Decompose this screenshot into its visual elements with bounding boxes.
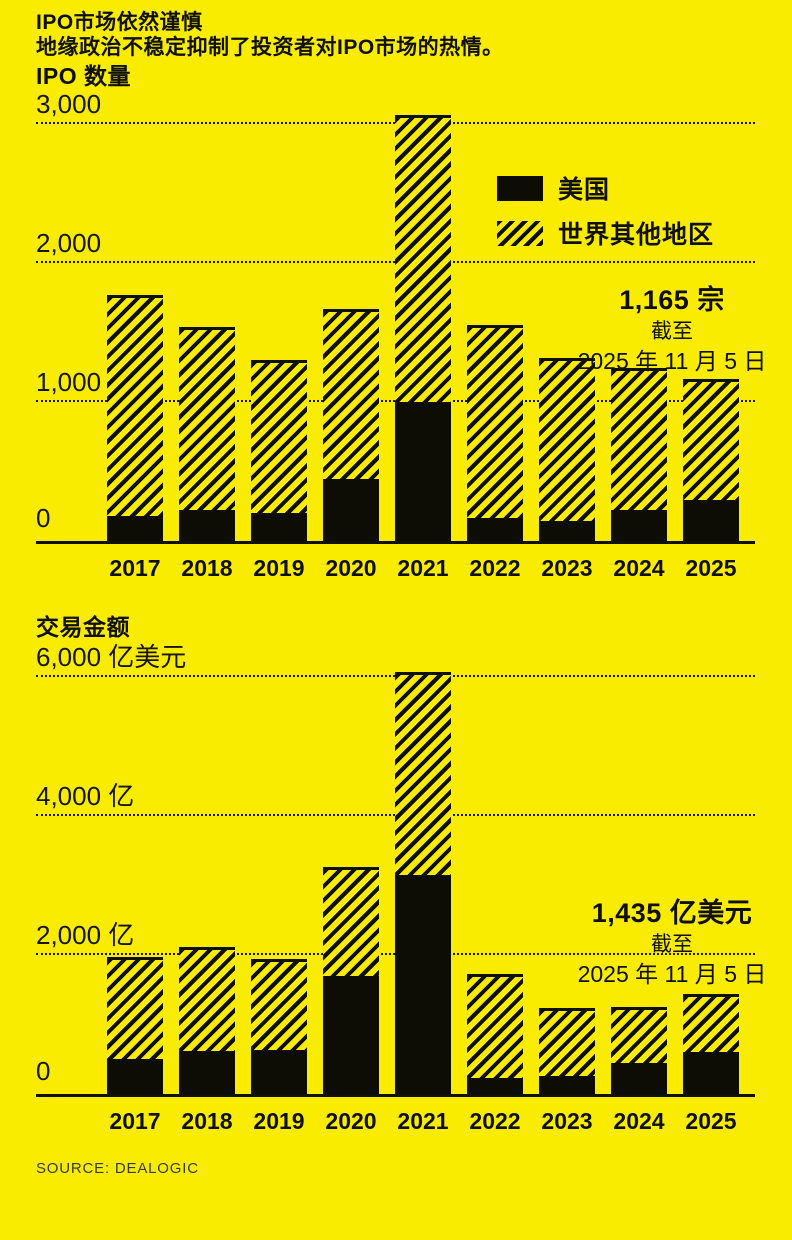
x-tick-label-2019: 2019 [253, 555, 305, 581]
bar-rest-of-world-2025 [683, 994, 739, 1052]
x-tick-label-2024: 2024 [613, 555, 665, 581]
y-tick-label: 2,000 亿 [36, 920, 135, 950]
bar-us-2018 [179, 510, 235, 541]
bar-rest-of-world-2017 [107, 295, 163, 516]
chart2-annotation-value: 1,435 亿美元 [591, 898, 753, 928]
legend-label-rest-of-world: 世界其他地区 [558, 221, 715, 249]
us-solid-swatch-icon [497, 175, 543, 201]
bar-us-2018 [179, 1051, 235, 1094]
bar-us-2024 [611, 510, 667, 541]
x-tick-label-2021: 2021 [397, 1108, 449, 1134]
x-tick-label-2018: 2018 [181, 1108, 233, 1134]
chart2-latest-value-annotation: 1,435 亿美元 截至 2025 年 11 月 5 日 [548, 896, 792, 989]
x-tick-label-2018: 2018 [181, 555, 233, 581]
x-tick-label-2022: 2022 [469, 1108, 521, 1134]
bar-us-2025 [683, 500, 739, 541]
x-tick-label-2023: 2023 [541, 555, 593, 581]
page-title: IPO市场依然谨慎 [36, 11, 203, 34]
y-tick-label: 0 [36, 503, 51, 533]
bar-us-2017 [107, 1059, 163, 1094]
y-tick-label: 0 [36, 1056, 51, 1086]
bar-rest-of-world-2019 [251, 959, 307, 1050]
bar-rest-of-world-2020 [323, 867, 379, 976]
bar-rest-of-world-2023 [539, 1008, 595, 1076]
bar-rest-of-world-2023 [539, 358, 595, 521]
legend-item-rest-of-world: 世界其他地区 [497, 215, 714, 251]
chart2-annotation-asof: 截至 [651, 933, 693, 956]
bar-us-2021 [395, 875, 451, 1094]
x-tick-label-2017: 2017 [109, 1108, 161, 1134]
bar-us-2022 [467, 1078, 523, 1094]
bar-us-2021 [395, 402, 451, 541]
bar-rest-of-world-2018 [179, 947, 235, 1051]
bar-rest-of-world-2018 [179, 327, 235, 510]
x-tick-label-2024: 2024 [613, 1108, 665, 1134]
ipo-count-chart-plot: 0 1,000 2,000 3,000 2017 2018 2019 2020 2021 2022… [36, 91, 755, 581]
bar-us-2020 [323, 976, 379, 1094]
x-tick-label-2023: 2023 [541, 1108, 593, 1134]
x-tick-label-2019: 2019 [253, 1108, 305, 1134]
rest-of-world-hatch-swatch-icon [497, 220, 543, 246]
bar-rest-of-world-2024 [611, 1007, 667, 1063]
bar-rest-of-world-2025 [683, 379, 739, 500]
chart-legend: 美国 世界其他地区 [497, 170, 714, 251]
bar-us-2022 [467, 518, 523, 541]
y-tick-label: 2,000 [36, 228, 102, 258]
page-subtitle: 地缘政治不稳定抑制了投资者对IPO市场的热情。 [36, 36, 504, 59]
legend-item-us: 美国 [497, 170, 714, 206]
chart2-title: 交易金额 [36, 614, 130, 640]
chart1-annotation-asof: 截至 [651, 320, 693, 343]
bar-rest-of-world-2022 [467, 325, 523, 518]
chart1-annotation-value: 1,165 宗 [619, 285, 725, 315]
x-tick-label-2021: 2021 [397, 555, 449, 581]
deal-value-chart-plot: 0 2,000 亿 4,000 亿 6,000 亿美元 2017 2018 2019 2020… [36, 644, 755, 1134]
bar-us-2024 [611, 1063, 667, 1094]
legend-label-us: 美国 [558, 176, 611, 204]
bar-rest-of-world-2021 [395, 672, 451, 875]
bar-us-2017 [107, 516, 163, 541]
bar-us-2019 [251, 1050, 307, 1094]
chart1-title: IPO 数量 [36, 63, 132, 89]
bar-us-2020 [323, 479, 379, 541]
bar-rest-of-world-2020 [323, 309, 379, 479]
bar-us-2019 [251, 513, 307, 541]
y-tick-label: 4,000 亿 [36, 781, 135, 811]
x-tick-label-2020: 2020 [325, 555, 377, 581]
x-tick-label-2020: 2020 [325, 1108, 377, 1134]
bar-rest-of-world-2019 [251, 360, 307, 513]
x-tick-label-2025: 2025 [685, 555, 737, 581]
y-tick-label: 6,000 亿美元 [36, 642, 187, 672]
bar-rest-of-world-2021 [395, 115, 451, 402]
source-credit: SOURCE: DEALOGIC [36, 1160, 199, 1177]
bar-us-2023 [539, 521, 595, 541]
x-tick-label-2025: 2025 [685, 1108, 737, 1134]
bar-rest-of-world-2022 [467, 974, 523, 1078]
y-tick-label: 3,000 [36, 89, 102, 119]
bar-us-2023 [539, 1076, 595, 1094]
chart1-annotation-date: 2025 年 11 月 5 日 [577, 348, 767, 374]
bar-rest-of-world-2024 [611, 368, 667, 510]
bar-us-2025 [683, 1052, 739, 1094]
x-tick-label-2017: 2017 [109, 555, 161, 581]
chart2-annotation-date: 2025 年 11 月 5 日 [577, 961, 767, 987]
chart1-latest-value-annotation: 1,165 宗 截至 2025 年 11 月 5 日 [548, 283, 792, 376]
y-tick-label: 1,000 [36, 367, 102, 397]
bar-rest-of-world-2017 [107, 957, 163, 1059]
x-tick-label-2022: 2022 [469, 555, 521, 581]
